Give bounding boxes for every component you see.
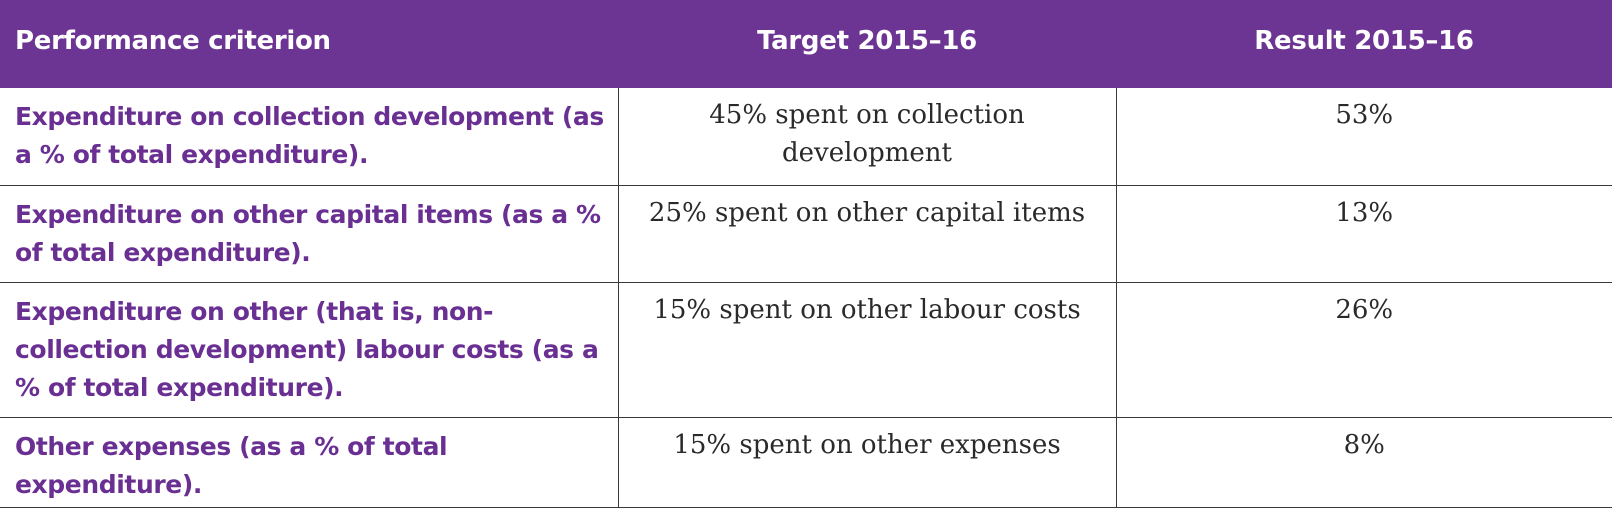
table-row: Expenditure on other capital items (as a… [0,185,1612,282]
criterion-cell: Expenditure on collection development (a… [15,102,604,169]
target-cell: 15% spent on other expenses [617,417,1116,507]
target-cell: 15% spent on other labour costs [617,282,1116,417]
result-cell: 8% [1115,417,1612,507]
header-target: Target 2015–16 [757,26,977,56]
result-cell: 26% [1115,282,1612,417]
criterion-cell: Other expenses (as a % of total expendit… [15,431,448,499]
criterion-cell: Expenditure on other capital items (as a… [15,199,601,267]
table-body: Expenditure on collection development (a… [0,88,1612,507]
result-cell: 53% [1115,88,1612,185]
header-row: Performance criterion Target 2015–16 Res… [0,0,1612,88]
table-row: Other expenses (as a % of total expendit… [0,417,1612,507]
table-header: Performance criterion Target 2015–16 Res… [0,0,1612,88]
table-row: Expenditure on collection development (a… [0,88,1612,185]
header-criterion: Performance criterion [15,26,331,56]
criterion-cell: Expenditure on other (that is, non-colle… [15,296,599,402]
header-result: Result 2015–16 [1254,26,1474,56]
target-cell: 45% spent on collection development [617,88,1116,185]
target-cell: 25% spent on other capital items [617,185,1116,282]
table-row: Expenditure on other (that is, non-colle… [0,282,1612,417]
result-cell: 13% [1115,185,1612,282]
